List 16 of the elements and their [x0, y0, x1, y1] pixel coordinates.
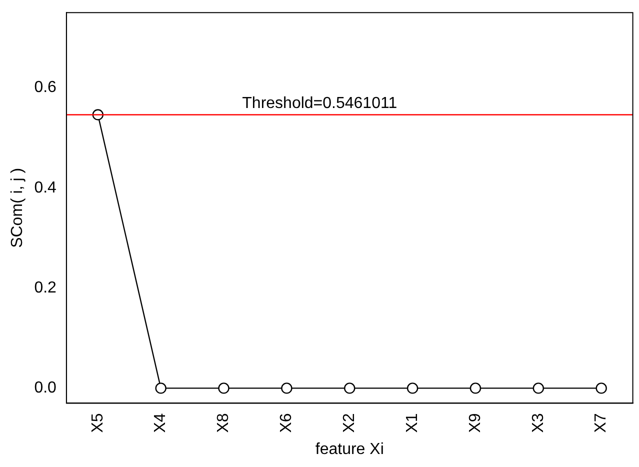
x-tick-label: X3 [530, 413, 547, 433]
y-tick-label: 0.2 [34, 279, 57, 296]
y-axis-title: SCom( i, j ) [9, 168, 26, 248]
x-tick-label: X2 [341, 413, 358, 433]
y-tick-label: 0.4 [34, 179, 57, 196]
x-tick-label: X6 [278, 413, 296, 433]
y-tick-label: 0.6 [34, 79, 57, 96]
x-tick-label: X4 [152, 413, 170, 433]
x-tick-label: X1 [404, 413, 421, 433]
x-axis-title: feature Xi [315, 440, 384, 458]
x-tick-label: X5 [89, 413, 106, 433]
y-tick-label: 0.0 [34, 380, 57, 397]
ref-line-label: Threshold=0.5461011 [242, 95, 398, 112]
x-tick-label: X9 [466, 413, 484, 433]
x-tick-label: X8 [215, 413, 232, 433]
x-tick-label: X7 [592, 413, 610, 433]
